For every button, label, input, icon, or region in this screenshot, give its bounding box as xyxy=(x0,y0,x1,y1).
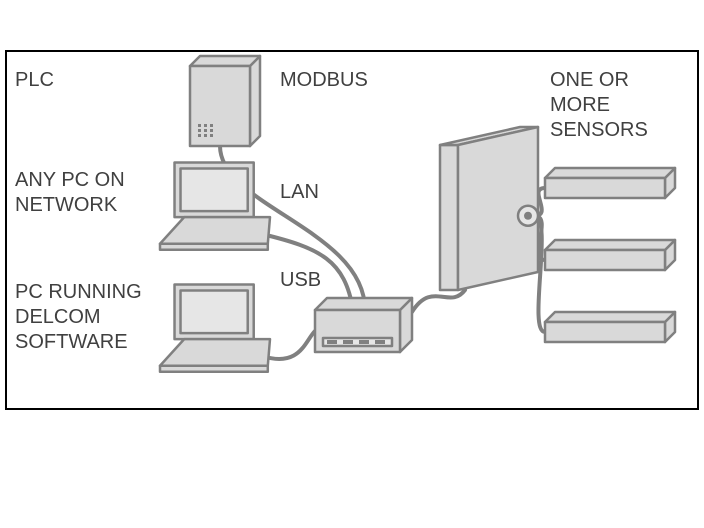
label-usb: USB xyxy=(280,268,321,293)
label-plc: PLC xyxy=(15,68,54,93)
label-any-pc: ANY PC ON NETWORK xyxy=(15,168,125,218)
label-lan: LAN xyxy=(280,180,319,205)
label-sensors: ONE OR MORE SENSORS xyxy=(550,68,648,143)
label-modbus: MODBUS xyxy=(280,68,368,93)
label-pc-running: PC RUNNING DELCOM SOFTWARE xyxy=(15,280,142,355)
